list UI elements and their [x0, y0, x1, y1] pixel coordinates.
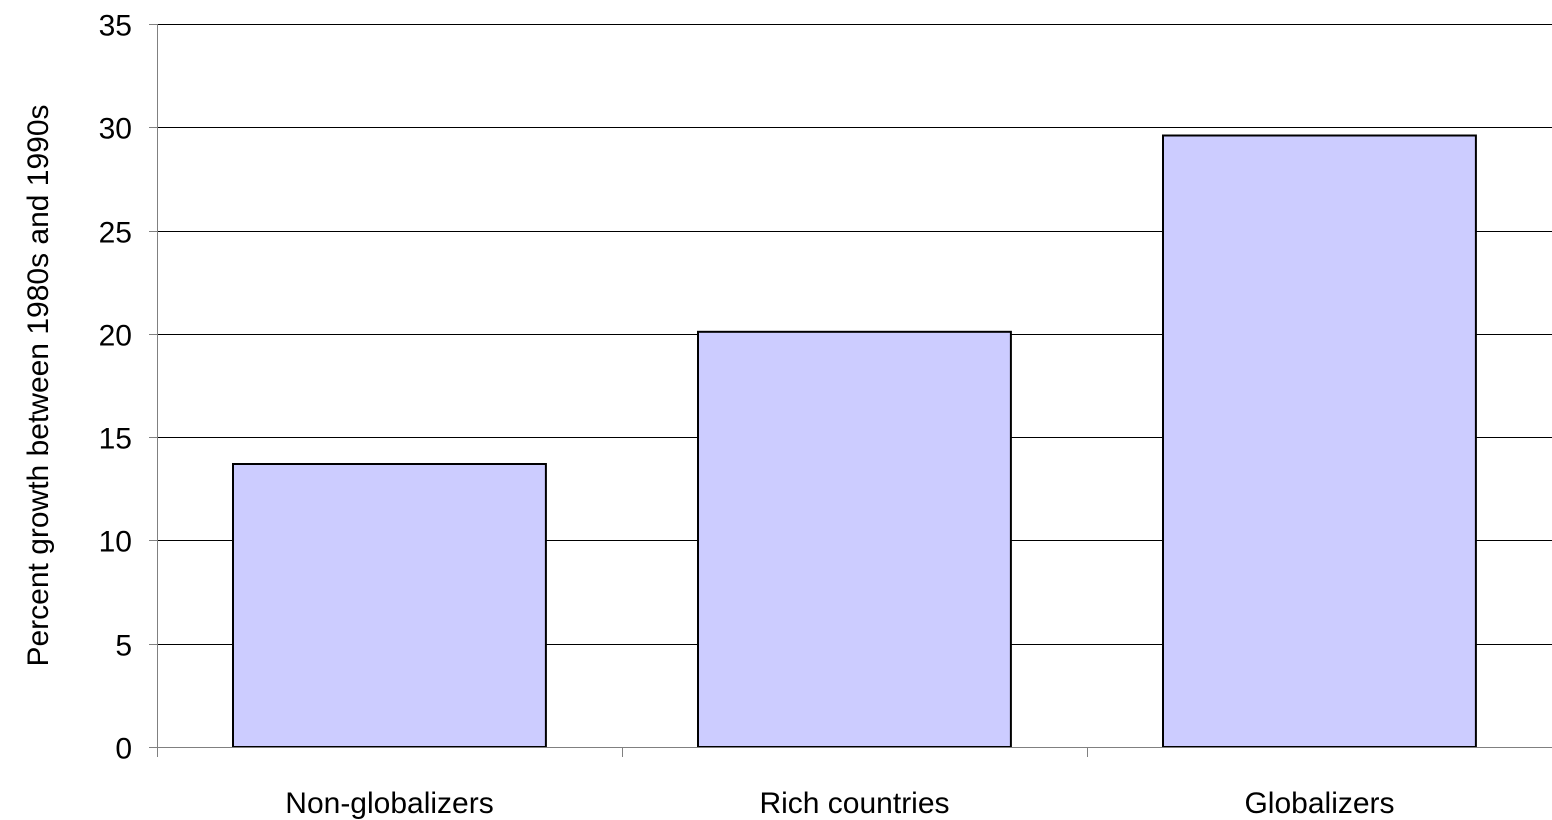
y-tick-label: 20	[99, 320, 132, 353]
x-tick-label: Rich countries	[759, 787, 949, 820]
bar	[1162, 134, 1477, 748]
x-ticks	[622, 747, 1088, 757]
y-tick-label: 35	[99, 10, 132, 43]
y-axis-title: Percent growth between 1980s and 1990s	[22, 104, 55, 666]
axes	[157, 24, 1552, 757]
x-tick-label: Non-globalizers	[285, 787, 493, 820]
bar	[697, 330, 1012, 748]
x-tick-labels: Non-globalizers Rich countries Globalizers	[285, 787, 1394, 820]
y-tick-label: 30	[99, 113, 132, 146]
y-tick-label: 0	[115, 733, 132, 766]
y-tick-label: 5	[115, 630, 132, 663]
x-tick-label: Globalizers	[1244, 787, 1394, 820]
y-tick-label: 10	[99, 526, 132, 559]
y-tick-label: 15	[99, 423, 132, 456]
y-ticks: 0 5 10 15 20 25 30 35	[99, 10, 157, 766]
bars	[232, 134, 1477, 748]
bar	[232, 463, 547, 748]
y-tick-label: 25	[99, 217, 132, 250]
